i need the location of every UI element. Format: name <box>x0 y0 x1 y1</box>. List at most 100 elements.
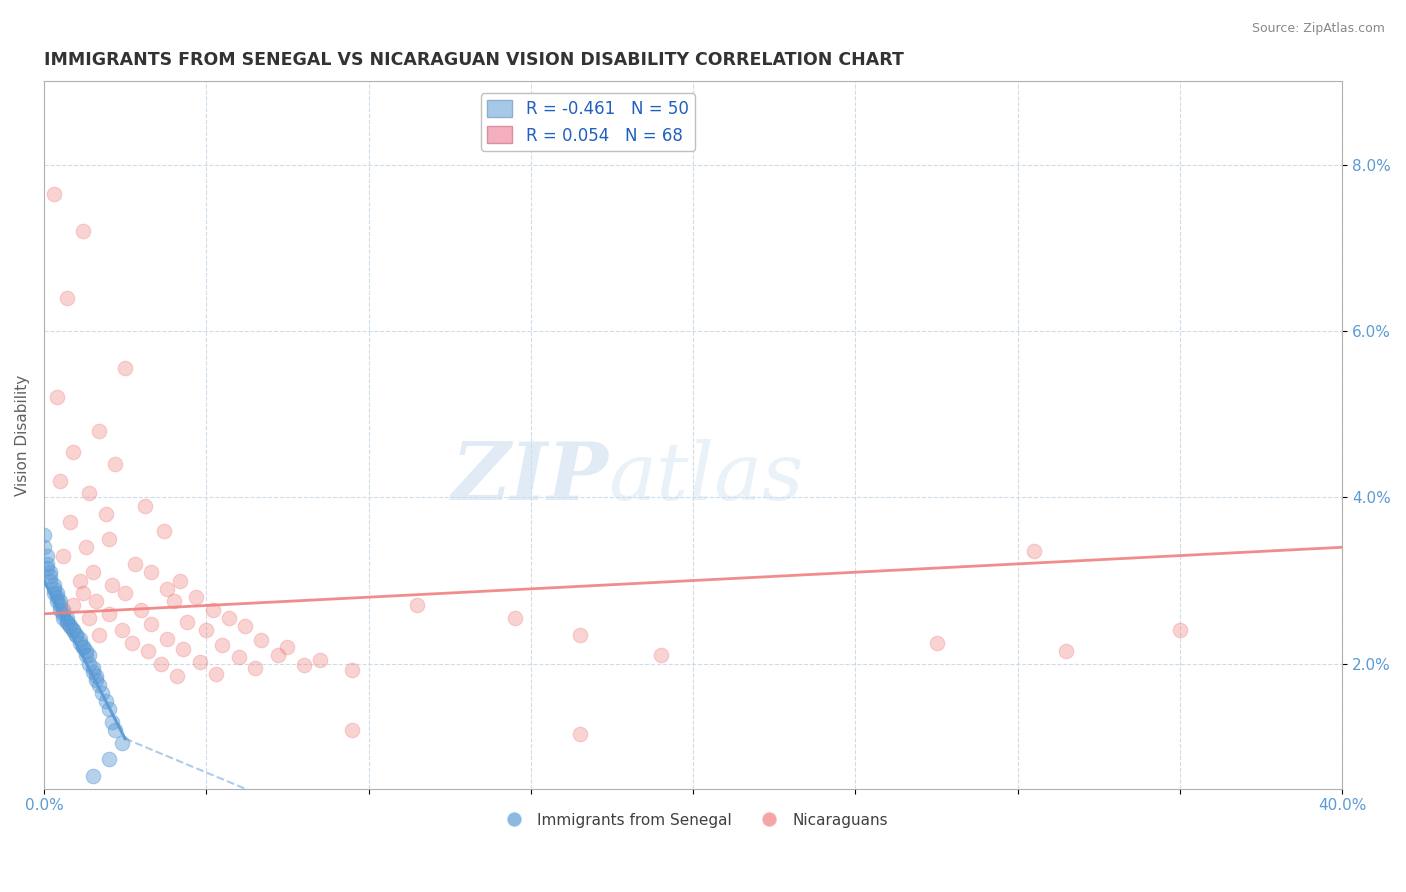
Point <box>75 648 97 663</box>
Point <box>87 627 110 641</box>
Point <box>266 648 288 663</box>
Point <box>1022 544 1045 558</box>
Point <box>195 624 218 638</box>
Point <box>166 669 188 683</box>
Point <box>39 569 62 583</box>
Point <box>188 655 211 669</box>
Point <box>308 652 330 666</box>
Point <box>55 615 77 629</box>
Point <box>568 627 591 641</box>
Point <box>84 669 107 683</box>
Text: atlas: atlas <box>609 439 804 516</box>
Point <box>49 474 72 488</box>
Point <box>42 577 65 591</box>
Point <box>156 582 179 596</box>
Point <box>97 607 120 621</box>
Point <box>87 677 110 691</box>
Point <box>39 565 62 579</box>
Point <box>503 611 526 625</box>
Point <box>59 619 82 633</box>
Point <box>32 541 55 555</box>
Y-axis label: Vision Disability: Vision Disability <box>15 375 30 496</box>
Point <box>114 586 136 600</box>
Point <box>139 616 162 631</box>
Point <box>42 582 65 596</box>
Point <box>129 602 152 616</box>
Point <box>94 694 117 708</box>
Point <box>82 665 104 679</box>
Point <box>62 624 84 638</box>
Point <box>342 723 364 738</box>
Point <box>37 561 59 575</box>
Point <box>104 723 127 738</box>
Point <box>75 541 97 555</box>
Point <box>156 632 179 646</box>
Point <box>176 615 198 629</box>
Text: Source: ZipAtlas.com: Source: ZipAtlas.com <box>1251 22 1385 36</box>
Point <box>233 619 256 633</box>
Point <box>149 657 172 671</box>
Point <box>650 648 672 663</box>
Point <box>201 602 224 616</box>
Point <box>169 574 191 588</box>
Point <box>134 499 156 513</box>
Point <box>69 636 91 650</box>
Point <box>39 574 62 588</box>
Point <box>136 644 159 658</box>
Point <box>49 594 72 608</box>
Point <box>568 727 591 741</box>
Point <box>42 586 65 600</box>
Point <box>84 594 107 608</box>
Point <box>292 658 315 673</box>
Point <box>97 702 120 716</box>
Point <box>97 752 120 766</box>
Point <box>111 736 134 750</box>
Point <box>97 532 120 546</box>
Point <box>406 599 429 613</box>
Point <box>45 586 67 600</box>
Point <box>101 577 124 591</box>
Point <box>79 486 101 500</box>
Point <box>55 615 77 629</box>
Point <box>228 650 250 665</box>
Point <box>94 507 117 521</box>
Point <box>59 619 82 633</box>
Point <box>82 661 104 675</box>
Point <box>62 624 84 638</box>
Point <box>65 627 87 641</box>
Point <box>52 611 75 625</box>
Point <box>37 549 59 563</box>
Point <box>111 624 134 638</box>
Point <box>186 590 208 604</box>
Point <box>172 641 194 656</box>
Point <box>45 391 67 405</box>
Point <box>49 599 72 613</box>
Point <box>72 640 94 654</box>
Point <box>37 557 59 571</box>
Point <box>69 632 91 646</box>
Point <box>52 549 75 563</box>
Point <box>925 636 948 650</box>
Point <box>1168 624 1191 638</box>
Point <box>101 714 124 729</box>
Point <box>91 686 114 700</box>
Text: ZIP: ZIP <box>451 439 609 516</box>
Point <box>79 611 101 625</box>
Point <box>45 590 67 604</box>
Point <box>79 657 101 671</box>
Point <box>139 565 162 579</box>
Point <box>124 557 146 571</box>
Point <box>342 664 364 678</box>
Point <box>1056 644 1078 658</box>
Point <box>62 599 84 613</box>
Point <box>121 636 143 650</box>
Point <box>49 602 72 616</box>
Point <box>32 528 55 542</box>
Point <box>276 640 298 654</box>
Point <box>243 661 266 675</box>
Point <box>153 524 176 538</box>
Point <box>211 639 233 653</box>
Point <box>45 594 67 608</box>
Point <box>250 633 273 648</box>
Point <box>82 565 104 579</box>
